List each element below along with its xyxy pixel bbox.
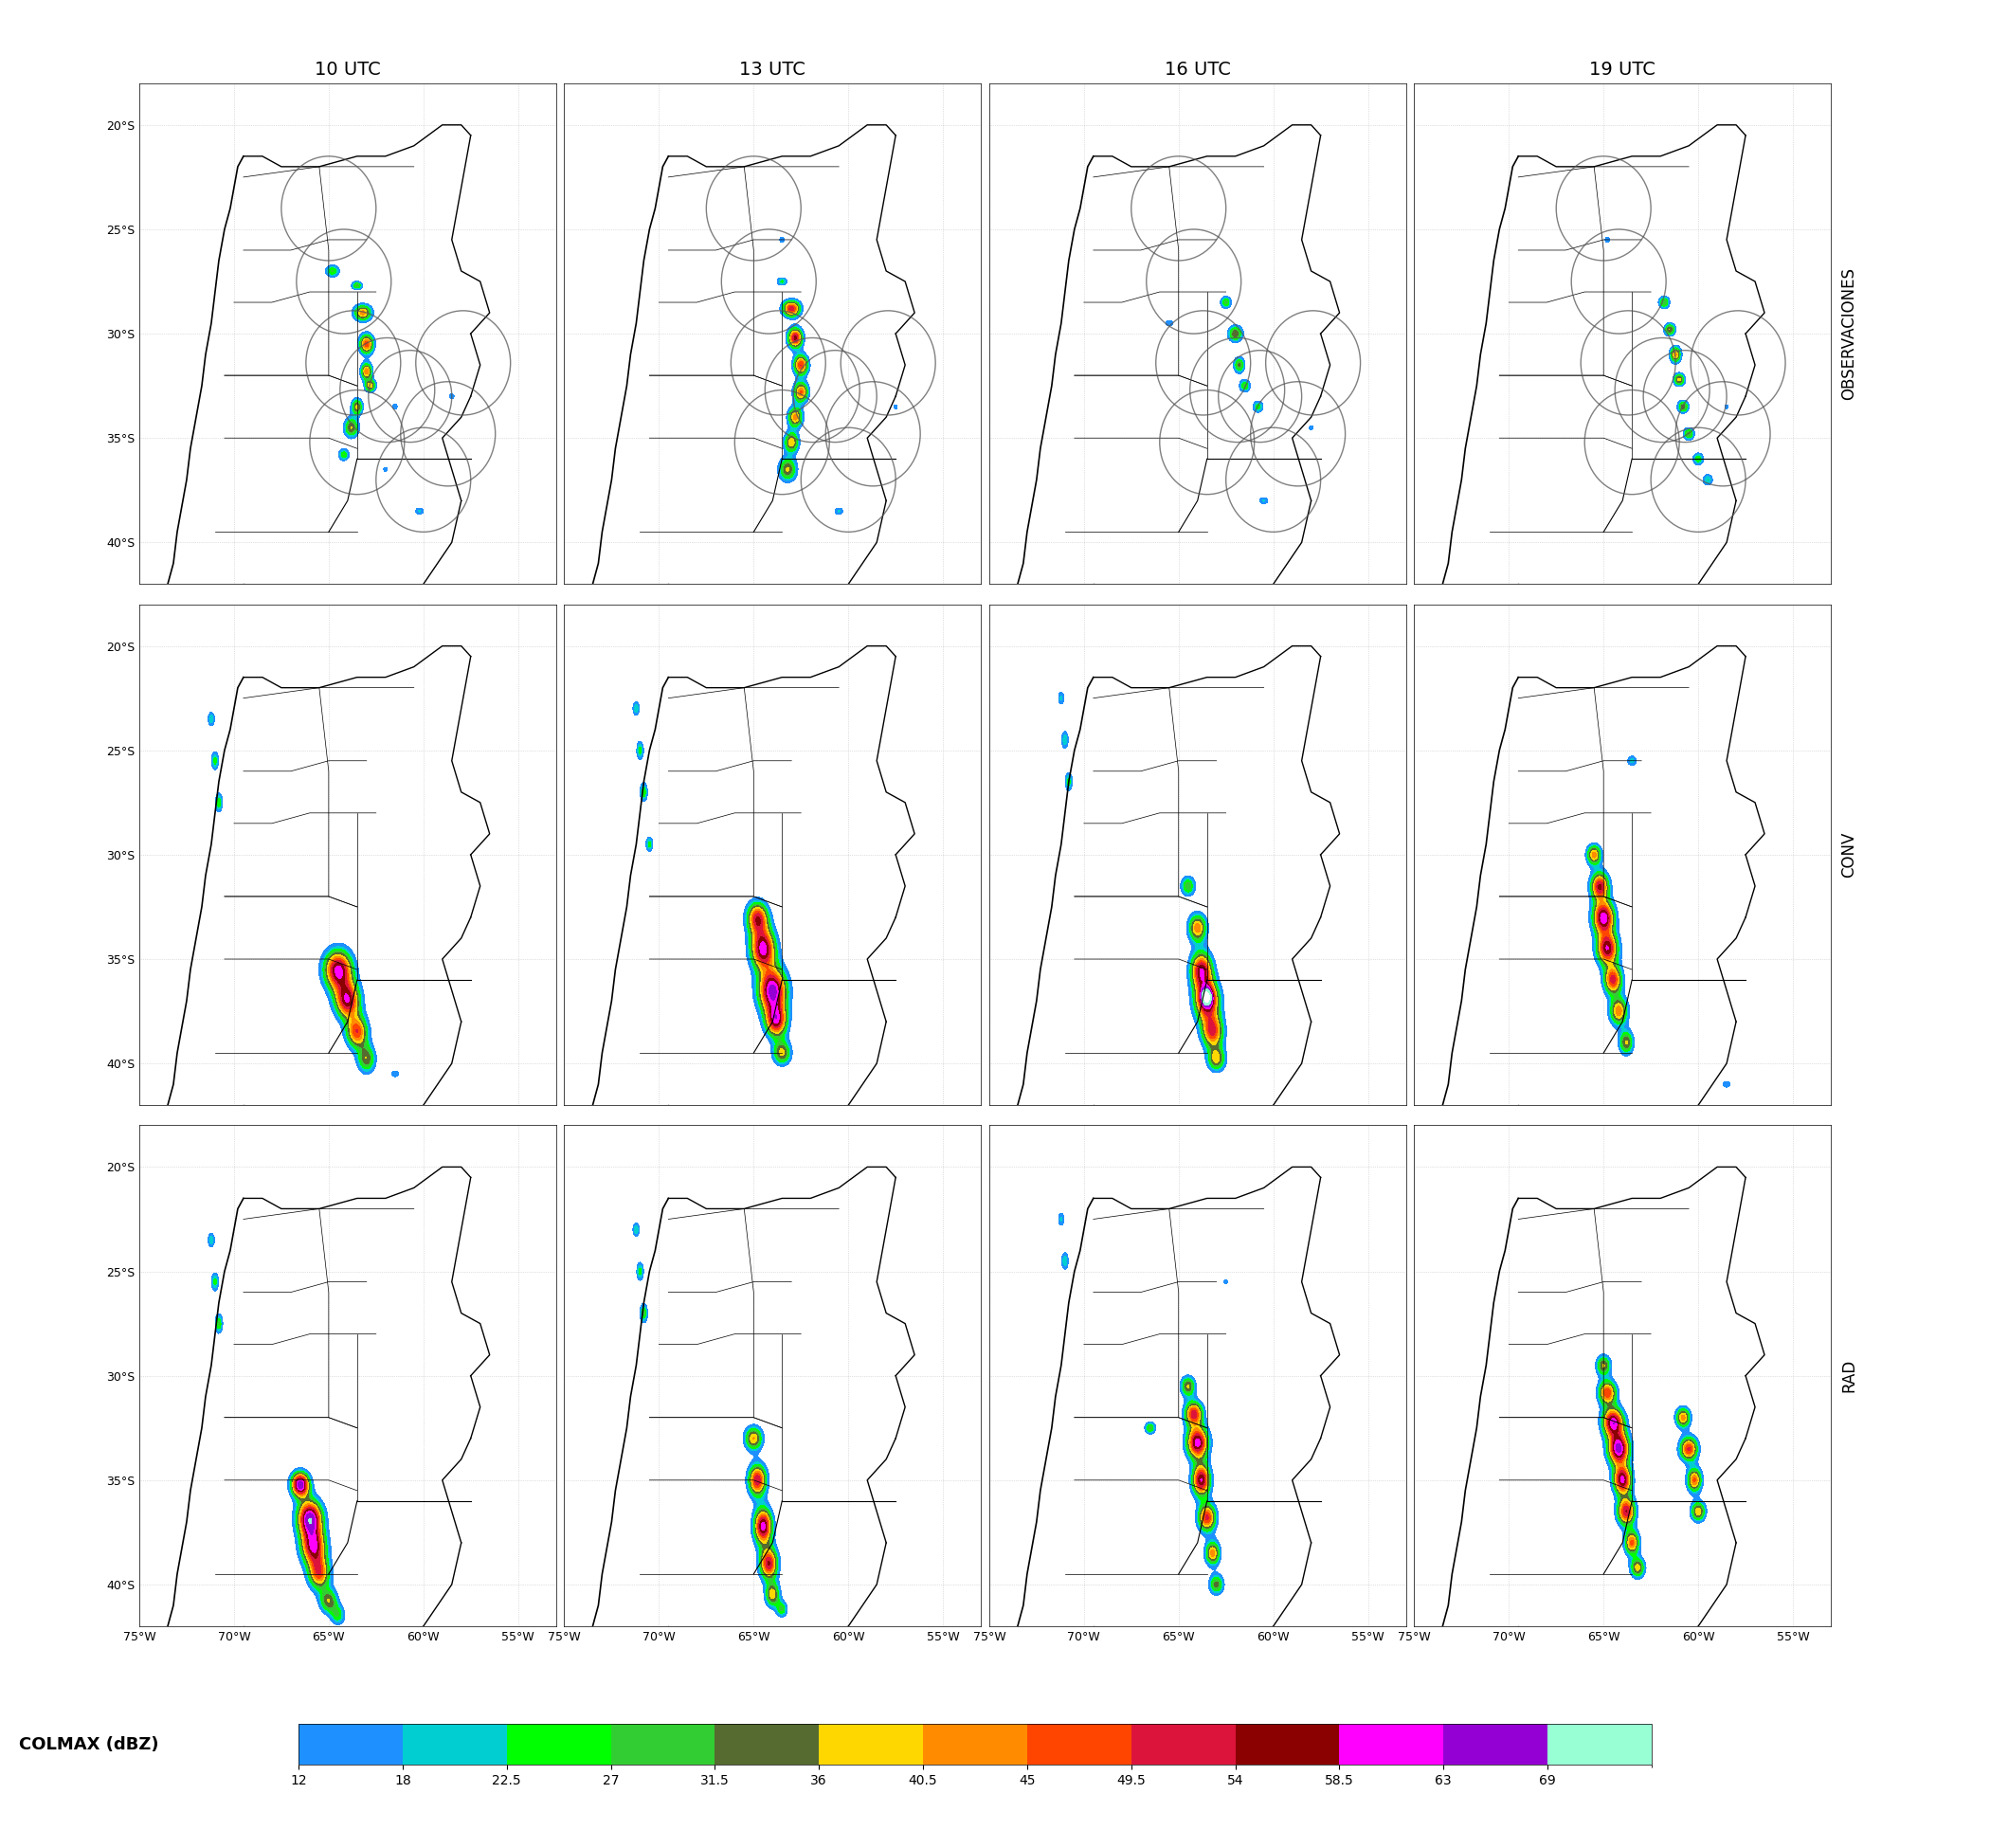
Title: 16 UTC: 16 UTC — [1164, 61, 1230, 79]
Text: OBSERVACIONES: OBSERVACIONES — [1841, 268, 1859, 399]
Title: 10 UTC: 10 UTC — [314, 61, 380, 79]
Text: COLMAX (dBZ): COLMAX (dBZ) — [20, 1735, 159, 1754]
Text: CONV: CONV — [1841, 832, 1859, 878]
Text: RAD: RAD — [1841, 1358, 1859, 1392]
Title: 13 UTC: 13 UTC — [740, 61, 806, 79]
Title: 19 UTC: 19 UTC — [1590, 61, 1656, 79]
